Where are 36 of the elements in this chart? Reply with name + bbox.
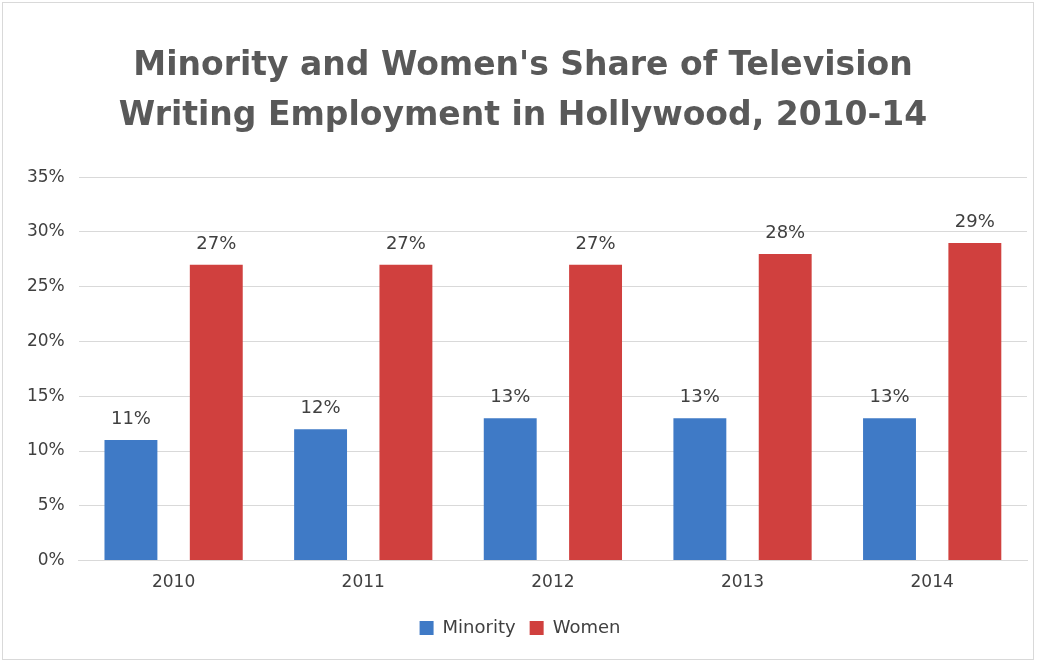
data-label: 12% [300, 395, 341, 417]
bar [189, 264, 243, 561]
data-label: 27% [385, 231, 426, 253]
y-tick-label: 10% [26, 439, 65, 460]
bar [483, 418, 537, 561]
x-tick-label: 2014 [910, 571, 954, 592]
data-label: 13% [679, 384, 720, 406]
bar [294, 429, 348, 561]
y-tick-label: 5% [37, 494, 65, 515]
bar [673, 418, 727, 561]
data-label: 13% [490, 384, 531, 406]
y-tick-label: 25% [26, 275, 65, 296]
bar [863, 418, 916, 561]
y-tick-label: 0% [37, 549, 65, 570]
y-tick-label: 15% [26, 384, 65, 405]
x-tick-label: 2010 [151, 571, 196, 592]
bar [758, 253, 812, 561]
data-label: 28% [765, 220, 806, 242]
bar [569, 264, 623, 561]
y-tick-label: 35% [26, 165, 65, 186]
data-label: 27% [575, 231, 616, 253]
data-label: 11% [110, 406, 151, 428]
data-label: 27% [196, 231, 237, 253]
x-tick-label: 2013 [720, 571, 765, 592]
data-label: 13% [869, 384, 910, 406]
bar [948, 242, 1002, 561]
legend-label: Minority [442, 615, 516, 637]
chart-title: Minority and Women's Share of Television Writing Employment in Hollywood, 2010-14 [117, 43, 929, 135]
data-label: 29% [954, 209, 995, 231]
x-tick-label: 2011 [341, 571, 385, 592]
y-tick-label: 30% [26, 220, 65, 241]
y-tick-label: 20% [26, 329, 65, 350]
bar [379, 264, 433, 561]
legend-label: Women [552, 615, 621, 637]
x-tick-label: 2012 [531, 571, 575, 592]
bar [104, 440, 158, 561]
